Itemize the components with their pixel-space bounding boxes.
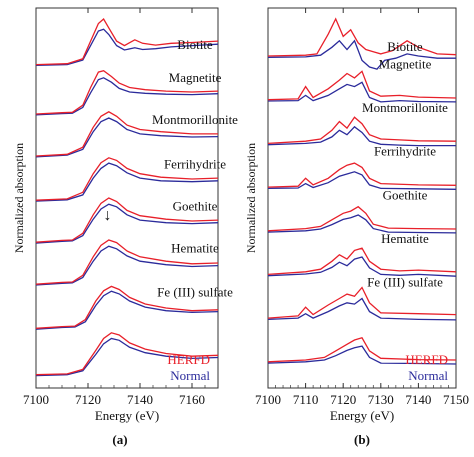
panel-b-series-normal-3 xyxy=(267,171,457,190)
panel-b-legend-normal: Normal xyxy=(408,368,448,383)
panel-b-sample-label: Montmorillonite xyxy=(362,100,448,115)
panel-a-series-normal-0 xyxy=(35,28,219,67)
panel-a-series-normal-1 xyxy=(35,77,219,116)
panel-b-series-normal-5 xyxy=(267,256,457,277)
panel-a-series-normal-4 xyxy=(35,203,219,244)
panel-a-legend-herfd: HERFD xyxy=(167,352,210,367)
panel-a-series-herfd-6 xyxy=(35,285,219,329)
panel-b-series-normal-7 xyxy=(267,345,457,365)
panel-a-series-normal-5 xyxy=(35,245,219,286)
panel-b-x-tick-label: 7130 xyxy=(368,392,394,407)
panel-b-sample-label: Goethite xyxy=(383,187,428,202)
panel-a-sample-label: Hematite xyxy=(171,240,219,255)
panel-b-plot-frame xyxy=(267,7,457,389)
panel-b-sample-label: Ferrihydrite xyxy=(374,144,436,159)
panel-a-y-axis-label: Normalized absorption xyxy=(12,143,26,253)
panel-b-series-herfd-3 xyxy=(267,162,457,188)
panel-a-series-normal-3 xyxy=(35,162,219,202)
panel-b-series-herfd-4 xyxy=(267,205,457,232)
panel-b-x-tick-label: 7140 xyxy=(405,392,431,407)
panel-a-series-herfd-0 xyxy=(35,17,219,66)
panel-a-sample-label: Montmorillonite xyxy=(152,112,238,127)
panel-a-sample-label: Ferrihydrite xyxy=(164,156,226,171)
panel-b-legend-herfd: HERFD xyxy=(405,352,448,367)
panel-b-series-normal-0 xyxy=(267,39,456,70)
panel-a-panel-label: (a) xyxy=(112,432,127,447)
panel-a-series-normal-6 xyxy=(35,290,219,330)
panel-a-series-herfd-7 xyxy=(35,332,219,376)
panel-a-sample-label: Goethite xyxy=(173,198,218,213)
panel-a-series-normal-7 xyxy=(35,337,219,377)
panel-b-sample-label: Biotite xyxy=(387,39,423,54)
panel-a-series-herfd-1 xyxy=(35,69,219,115)
panel-a-legend-normal: Normal xyxy=(170,368,210,383)
panel-a-sample-label: Biotite xyxy=(177,37,213,52)
panel-a-series-normal-2 xyxy=(35,117,219,158)
panel-b-x-tick-label: 7110 xyxy=(293,392,319,407)
panel-b-series-normal-2 xyxy=(267,125,456,147)
panel-b-sample-label: Fe (III) sulfate xyxy=(367,275,443,290)
panel-b-sample-label: Magnetite xyxy=(379,56,432,71)
panel-b-series-herfd-0 xyxy=(267,17,457,57)
panel-a-series-herfd-2 xyxy=(35,111,218,157)
panel-a-sample-label: Magnetite xyxy=(169,70,222,85)
panel-b-series-herfd-7 xyxy=(267,337,457,363)
panel-a-x-tick-label: 7160 xyxy=(179,392,205,407)
panel-a-series-herfd-5 xyxy=(35,239,219,285)
panel-a-x-tick-label: 7120 xyxy=(75,392,101,407)
panel-a: 7100 7120 7140 7160 Energy (eV) Normalized ab… xyxy=(12,7,238,447)
panel-b-series-normal-1 xyxy=(267,81,457,103)
panel-b-series-normal-6 xyxy=(267,297,457,321)
panel-b-series-herfd-5 xyxy=(267,247,457,276)
panel-b-series-herfd-2 xyxy=(267,116,457,145)
panel-a-x-tick-label: 7100 xyxy=(23,392,49,407)
panel-b-x-tick-label: 7100 xyxy=(255,392,281,407)
panel-b-y-axis-label: Normalized absorption xyxy=(244,143,258,253)
panel-b-x-axis-label: Energy (eV) xyxy=(330,408,394,423)
panel-b-series-herfd-1 xyxy=(267,70,457,101)
panel-b-series-normal-4 xyxy=(267,214,457,234)
panel-b: 7100 7110 7120 7130 7140 7150 Energy (eV) Norma… xyxy=(244,7,469,447)
panel-a-arrow-annotation: ↓ xyxy=(104,207,112,224)
panel-b-sample-label: Hematite xyxy=(381,231,429,246)
panel-a-x-tick-label: 7140 xyxy=(127,392,153,407)
panel-b-panel-label: (b) xyxy=(354,432,370,447)
panel-b-x-tick-label: 7150 xyxy=(443,392,469,407)
panel-a-x-axis-label: Energy (eV) xyxy=(95,408,159,423)
panel-a-series-herfd-4 xyxy=(35,197,219,243)
panel-a-series-herfd-3 xyxy=(35,157,219,201)
panel-a-sample-label: Fe (III) sulfate xyxy=(157,285,233,300)
panel-b-series-herfd-6 xyxy=(267,286,457,319)
panel-b-x-tick-label: 7120 xyxy=(330,392,356,407)
